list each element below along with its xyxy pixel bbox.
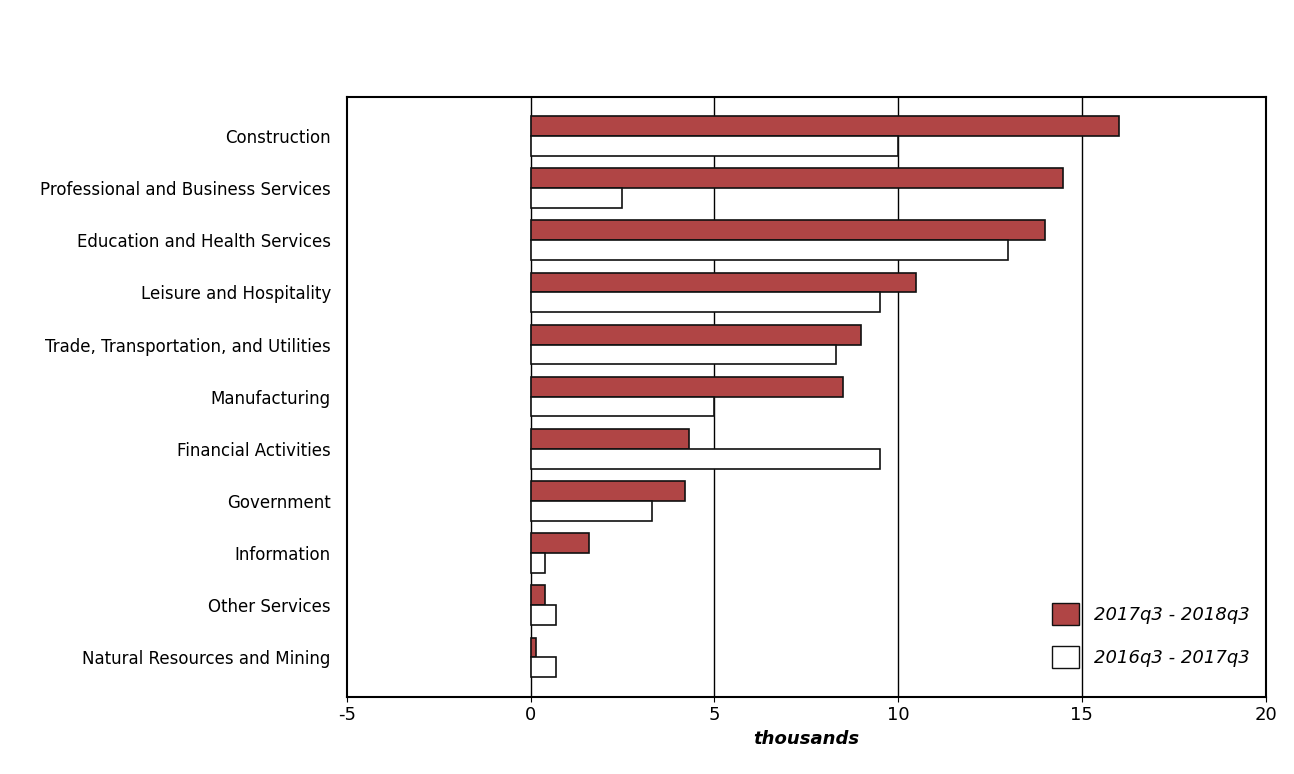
Bar	[531, 344, 836, 365]
Bar	[531, 116, 1118, 136]
Bar	[531, 481, 685, 501]
Bar	[531, 585, 545, 605]
X-axis label: thousands: thousands	[753, 730, 859, 748]
Bar	[531, 501, 652, 521]
Legend: 2017q3 - 2018q3, 2016q3 - 2017q3: 2017q3 - 2018q3, 2016q3 - 2017q3	[1044, 595, 1256, 676]
Bar	[531, 657, 556, 677]
Bar	[531, 553, 545, 573]
Bar	[531, 533, 589, 553]
Bar	[531, 136, 898, 156]
Bar	[531, 293, 880, 312]
Bar	[531, 605, 556, 625]
Bar	[531, 188, 622, 208]
Text: Net Job Change By Industry: Net Job Change By Industry	[484, 19, 810, 43]
Bar	[531, 377, 842, 396]
Bar	[531, 397, 714, 416]
Bar	[531, 429, 688, 449]
Bar	[531, 272, 916, 293]
Bar	[531, 221, 1046, 240]
Bar	[531, 325, 862, 344]
Bar	[531, 638, 536, 657]
Bar	[531, 240, 1008, 260]
Text: Arizona: Arizona	[608, 64, 686, 82]
Bar	[531, 449, 880, 468]
Bar	[531, 168, 1064, 188]
